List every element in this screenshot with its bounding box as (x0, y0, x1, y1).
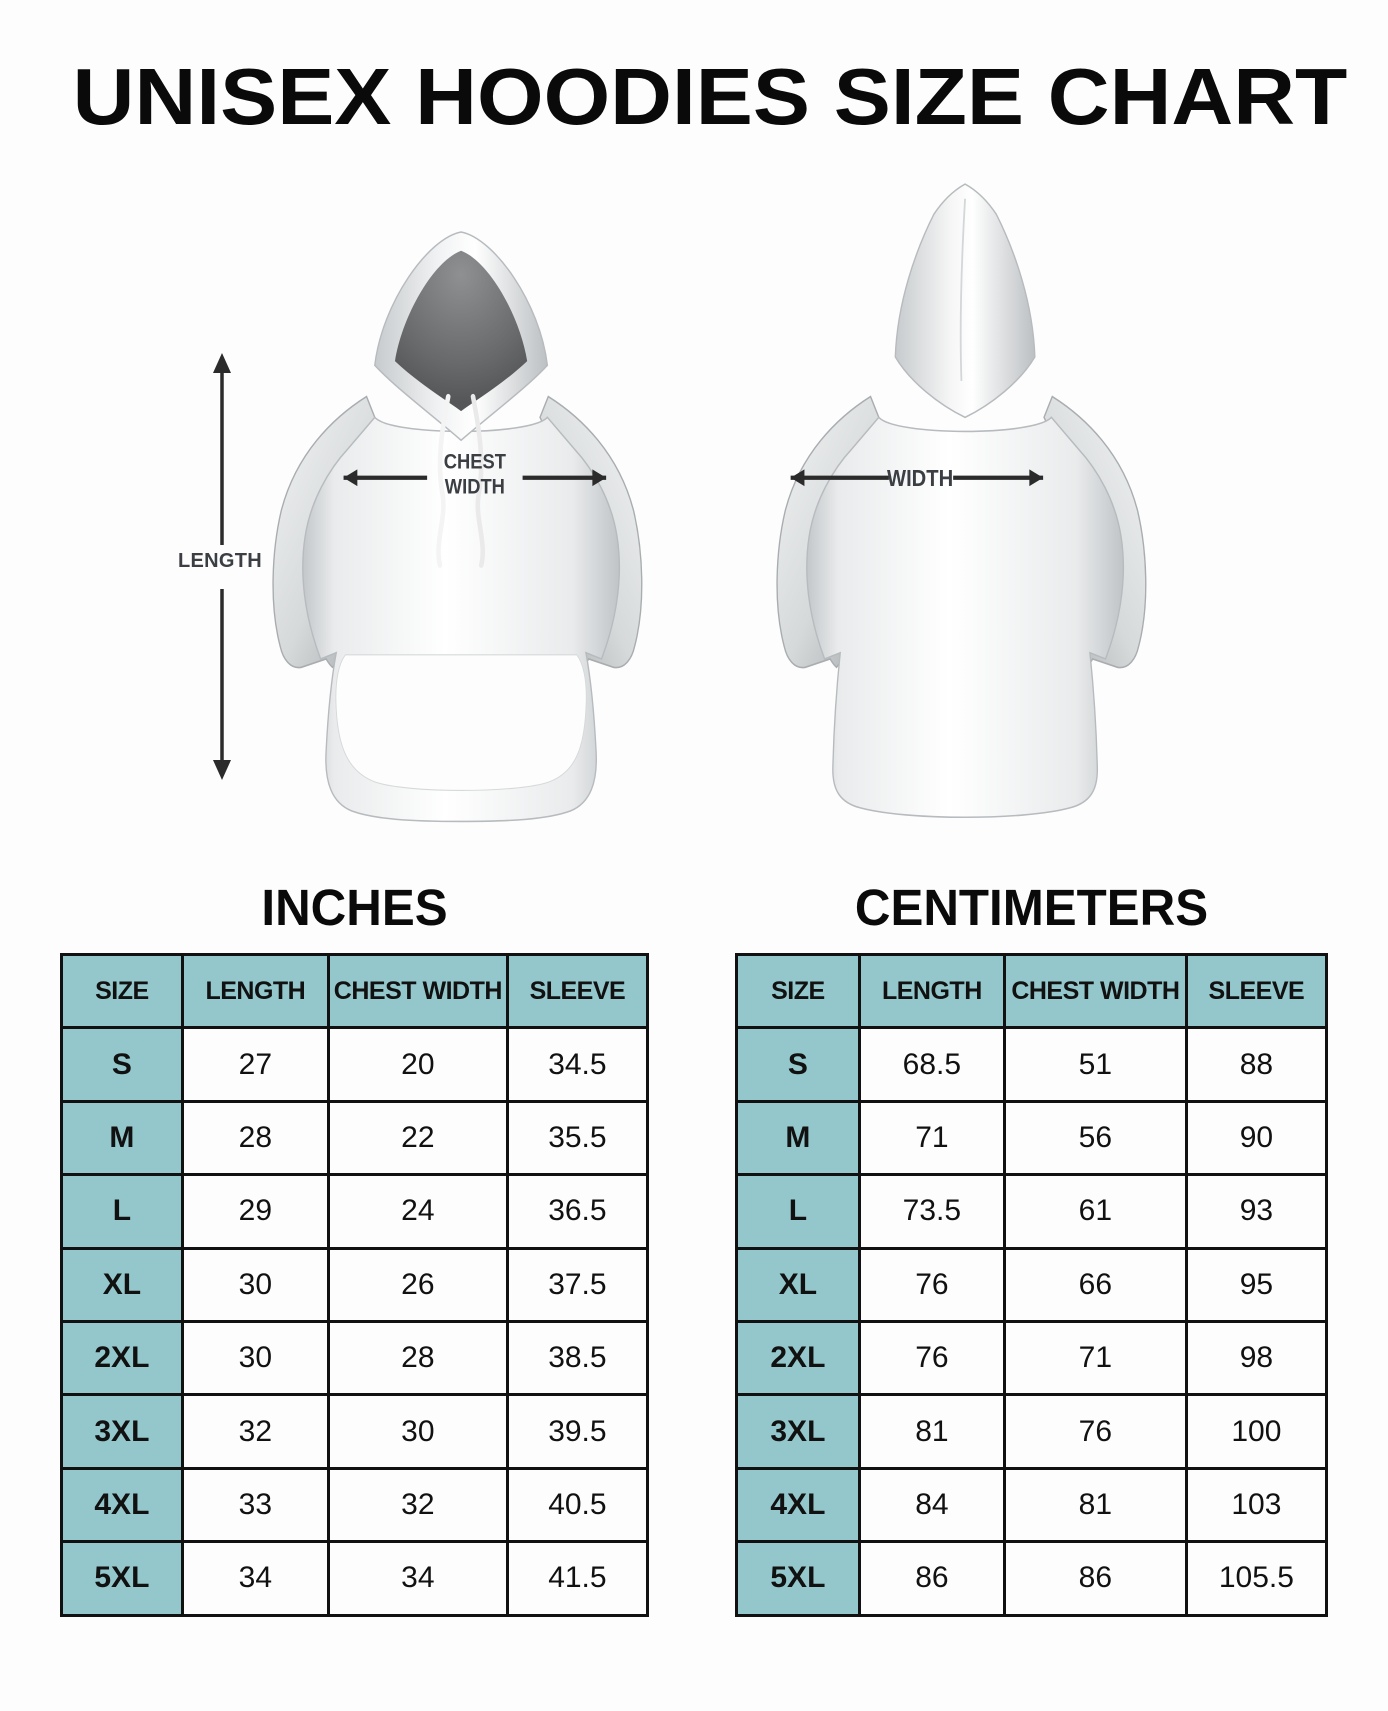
svg-text:WIDTH: WIDTH (445, 475, 505, 498)
svg-text:WIDTH: WIDTH (887, 465, 953, 492)
svg-text:CHEST: CHEST (444, 450, 506, 473)
